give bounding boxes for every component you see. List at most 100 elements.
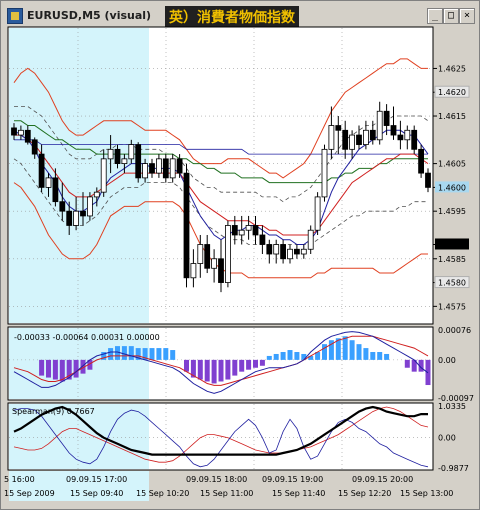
bull-candle: [376, 110, 383, 141]
highlight-region-ind1: [9, 328, 149, 399]
indicator1-scale: 0.00076 0.00 -0.00097: [438, 326, 474, 403]
price-label: 1.4595: [438, 207, 466, 216]
bear-candle: [135, 144, 142, 179]
histogram-bar-negative: [232, 359, 238, 376]
bear-candle: [280, 244, 287, 260]
current-price-box: [435, 181, 469, 193]
bull-candle: [121, 158, 128, 165]
minimize-button[interactable]: _: [427, 8, 443, 24]
histogram-bar-positive: [294, 352, 300, 360]
spearman-red-line: [13, 406, 429, 463]
selected-price-box: [435, 238, 469, 250]
envelope-upper-line: [13, 58, 428, 179]
bear-candle: [342, 129, 349, 150]
time-label: 5 16:00: [4, 475, 35, 484]
bear-candle: [149, 163, 155, 174]
news-banner: 英）消費者物価指数: [165, 6, 299, 28]
indicator1-scale-label: 0.00076: [438, 326, 471, 335]
histogram-bar-negative: [246, 359, 252, 370]
bull-candle: [321, 148, 328, 198]
bull-candle: [142, 163, 149, 179]
bull-candle: [87, 196, 93, 217]
bear-candle: [80, 210, 86, 217]
histogram-bar-negative: [52, 359, 58, 380]
histogram-bar-negative: [218, 359, 224, 382]
bull-candle: [45, 177, 52, 188]
bull-candle: [245, 225, 252, 231]
bear-candle: [266, 244, 273, 255]
price-label: 1.4625: [438, 64, 466, 73]
bear-candle: [183, 172, 190, 279]
maximize-button[interactable]: □: [443, 8, 459, 24]
bull-candle: [169, 158, 176, 179]
bear-candle: [383, 110, 390, 126]
indicator1-lines: [13, 331, 429, 394]
histogram-bar-positive: [301, 353, 307, 360]
histogram-bar-negative: [259, 359, 265, 366]
histogram-bar-negative: [239, 359, 245, 372]
indicator2-scale: 1.0335 0.00 -0.9877: [438, 402, 469, 473]
time-label: 15 Sep 12:20: [338, 489, 391, 498]
bull-candle: [128, 144, 135, 160]
bear-candle: [176, 158, 183, 174]
bull-candle: [224, 225, 231, 283]
bull-candle: [349, 134, 356, 150]
histogram-bar-negative: [46, 359, 51, 378]
highlight-region-main: [9, 28, 149, 323]
histogram: [39, 336, 431, 386]
histogram-bar-negative: [80, 359, 86, 374]
bear-candle: [425, 172, 431, 188]
histogram-bar-negative: [59, 359, 65, 382]
grey-price-box: [434, 276, 470, 289]
bull-candle: [211, 258, 218, 269]
slow-ma-line: [14, 139, 428, 155]
bear-candle: [52, 177, 59, 203]
bull-candle: [362, 129, 369, 145]
grey-price-box: [434, 85, 470, 98]
price-label: 1.4600: [438, 183, 466, 192]
histogram-bar-negative: [211, 359, 217, 384]
main-grid: [9, 28, 432, 469]
histogram-bar-positive: [108, 348, 114, 360]
band-upper-line: [14, 106, 429, 203]
price-label: 1.4605: [438, 160, 466, 169]
indicator2-scale-label: 0.00: [438, 434, 456, 443]
close-button[interactable]: ×: [459, 8, 475, 24]
histogram-bar-positive: [342, 336, 348, 360]
time-label: 09.09.15 20:00: [352, 475, 413, 484]
indicator1-label: -0.00033 -0.00064 0.00031 0.00000: [14, 333, 160, 342]
time-label: 15 Sep 10:20: [136, 489, 189, 498]
bull-candle: [287, 248, 293, 260]
bear-candle: [162, 158, 169, 179]
oscillator-signal-line: [13, 335, 429, 386]
histogram-bar-negative: [197, 359, 203, 380]
bear-candle: [252, 225, 259, 236]
histogram-bar-negative: [204, 359, 210, 382]
histogram-bar-positive: [170, 350, 176, 360]
indicator1-scale-label: 0.00: [438, 356, 456, 365]
indicator2-scale-label: 1.0335: [438, 402, 466, 411]
bear-candle: [31, 139, 38, 155]
histogram-bar-positive: [280, 352, 286, 360]
bear-candle: [390, 125, 397, 136]
bear-candle: [59, 201, 66, 212]
bull-candle: [155, 158, 162, 174]
bull-candle: [100, 158, 107, 193]
highlight-region-ind2: [9, 404, 149, 469]
histogram-bar-positive: [273, 353, 279, 360]
bull-candle: [404, 129, 411, 141]
title-bar[interactable]: EURUSD,M5 (visual) 英）消費者物価指数 _ □ ×: [3, 3, 477, 28]
bear-candle: [335, 125, 342, 131]
histogram-bar-positive: [308, 355, 314, 360]
histogram-bar-positive: [363, 348, 369, 360]
time-label: 15 Sep 2009: [4, 489, 55, 498]
indicator2-scale-label: -0.9877: [438, 464, 469, 473]
histogram-bar-positive: [266, 355, 272, 360]
histogram-bar-positive: [156, 348, 162, 360]
window-title: EURUSD,M5 (visual): [27, 9, 152, 22]
histogram-bar-positive: [370, 352, 376, 360]
histogram-bar-positive: [322, 344, 327, 360]
band-lower-line: [13, 158, 428, 245]
histogram-bar-negative: [73, 359, 79, 378]
